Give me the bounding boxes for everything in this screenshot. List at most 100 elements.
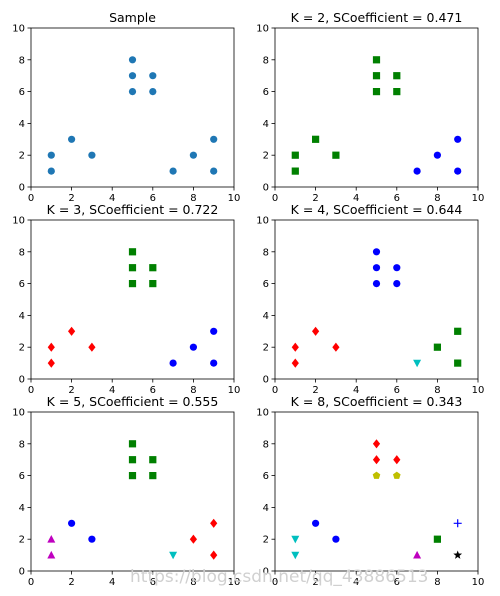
data-point-diamond	[210, 518, 218, 528]
data-point-plus	[453, 519, 462, 528]
data-point-pentagon	[372, 471, 381, 479]
data-point-square	[291, 151, 299, 159]
data-point-square	[454, 359, 462, 367]
x-tick-label: 0	[272, 385, 278, 396]
data-point-circle	[169, 359, 177, 367]
y-tick-label: 6	[263, 87, 269, 98]
data-point-circle	[413, 167, 421, 175]
data-point-circle	[189, 343, 197, 351]
axes-frame	[30, 27, 235, 188]
x-tick-label: 2	[312, 193, 318, 204]
series-3	[413, 359, 422, 368]
series-2	[372, 248, 401, 288]
y-tick-label: 6	[19, 471, 25, 482]
x-tick-label: 6	[394, 385, 400, 396]
y-tick-label: 2	[263, 343, 269, 354]
series-5	[189, 518, 218, 560]
data-point-diamond	[372, 439, 381, 449]
x-tick-label: 8	[434, 577, 440, 588]
axes-frame	[274, 411, 479, 572]
y-tick-label: 0	[19, 183, 25, 194]
series-3	[128, 440, 157, 480]
y-tick-label: 10	[12, 24, 25, 35]
data-point-circle	[372, 264, 381, 272]
data-point-diamond	[88, 342, 96, 352]
x-tick-label: 4	[109, 193, 115, 204]
data-point-triangle-up	[47, 535, 56, 543]
y-tick-label: 4	[19, 503, 25, 514]
data-point-square	[454, 327, 462, 335]
data-point-circle	[47, 151, 55, 159]
data-point-diamond	[68, 326, 76, 336]
x-tick-label: 6	[150, 385, 156, 396]
subplot-title: K = 2, SCoefficient = 0.471	[291, 10, 463, 25]
series-3	[372, 439, 401, 465]
data-point-circle	[128, 56, 137, 64]
x-tick-label: 2	[68, 385, 74, 396]
data-point-diamond	[47, 342, 55, 352]
data-point-diamond	[393, 455, 401, 465]
x-tick-label: 8	[434, 385, 440, 396]
y-tick-label: 10	[256, 408, 269, 419]
data-point-circle	[454, 135, 462, 143]
data-point-diamond	[189, 534, 197, 544]
data-point-square	[393, 88, 401, 96]
x-tick-label: 0	[272, 193, 278, 204]
x-tick-label: 4	[353, 385, 359, 396]
y-tick-label: 8	[19, 439, 25, 450]
data-point-triangle-down	[413, 359, 422, 368]
data-point-star	[453, 550, 463, 559]
data-point-circle	[332, 535, 340, 543]
x-tick-label: 8	[190, 577, 196, 588]
data-point-diamond	[291, 342, 299, 352]
x-tick-label: 0	[28, 385, 34, 396]
y-tick-label: 6	[263, 279, 269, 290]
series-1	[291, 56, 401, 175]
data-point-square	[393, 72, 401, 80]
subplot-title: K = 5, SCoefficient = 0.555	[47, 394, 219, 409]
x-tick-label: 10	[472, 193, 485, 204]
subplot-5: K = 5, SCoefficient = 0.555 0 2 4 6 8 10 0 2 4 6 8 1…	[12, 394, 240, 588]
data-point-diamond	[210, 550, 218, 560]
subplot-title: K = 4, SCoefficient = 0.644	[291, 202, 463, 217]
data-point-triangle-up	[47, 550, 56, 559]
y-tick-label: 8	[19, 247, 25, 258]
subplot-6: K = 8, SCoefficient = 0.343 0 2 4 6 8 10 0 2 4 6 8 1…	[256, 394, 484, 588]
series-4	[433, 327, 462, 367]
data-point-square	[128, 280, 137, 288]
data-point-circle	[454, 167, 462, 175]
x-tick-label: 4	[353, 193, 359, 204]
y-tick-label: 0	[263, 183, 269, 194]
series-4	[169, 551, 178, 560]
data-point-square	[332, 151, 340, 159]
data-point-circle	[312, 519, 320, 527]
data-point-square	[149, 264, 157, 272]
data-point-diamond	[47, 358, 55, 368]
y-tick-label: 10	[256, 216, 269, 227]
x-tick-label: 2	[68, 193, 74, 204]
data-point-square	[149, 472, 157, 480]
series-8	[453, 550, 463, 559]
series-1	[47, 535, 56, 559]
subplot-title: K = 3, SCoefficient = 0.722	[47, 202, 219, 217]
y-tick-label: 2	[19, 535, 25, 546]
data-point-square	[372, 88, 381, 96]
data-point-square	[372, 56, 381, 64]
y-tick-label: 8	[19, 55, 25, 66]
data-point-triangle-down	[291, 535, 300, 544]
data-point-circle	[210, 167, 218, 175]
data-point-square	[312, 135, 320, 143]
data-point-square	[433, 535, 441, 543]
x-tick-label: 10	[228, 577, 241, 588]
x-tick-label: 6	[394, 577, 400, 588]
data-point-diamond	[291, 358, 299, 368]
y-tick-label: 2	[19, 343, 25, 354]
subplot-title: K = 8, SCoefficient = 0.343	[291, 394, 463, 409]
y-tick-label: 4	[19, 311, 25, 322]
subplot-3: K = 3, SCoefficient = 0.722 0 2 4 6 8 10 0 2 4 6 8 1…	[12, 202, 240, 396]
axes-frame	[30, 219, 235, 380]
subplot-2: K = 2, SCoefficient = 0.471 0 2 4 6 8 10 0 2 4 6 8 1…	[256, 10, 484, 204]
series-1	[47, 56, 218, 175]
y-tick-label: 6	[19, 279, 25, 290]
